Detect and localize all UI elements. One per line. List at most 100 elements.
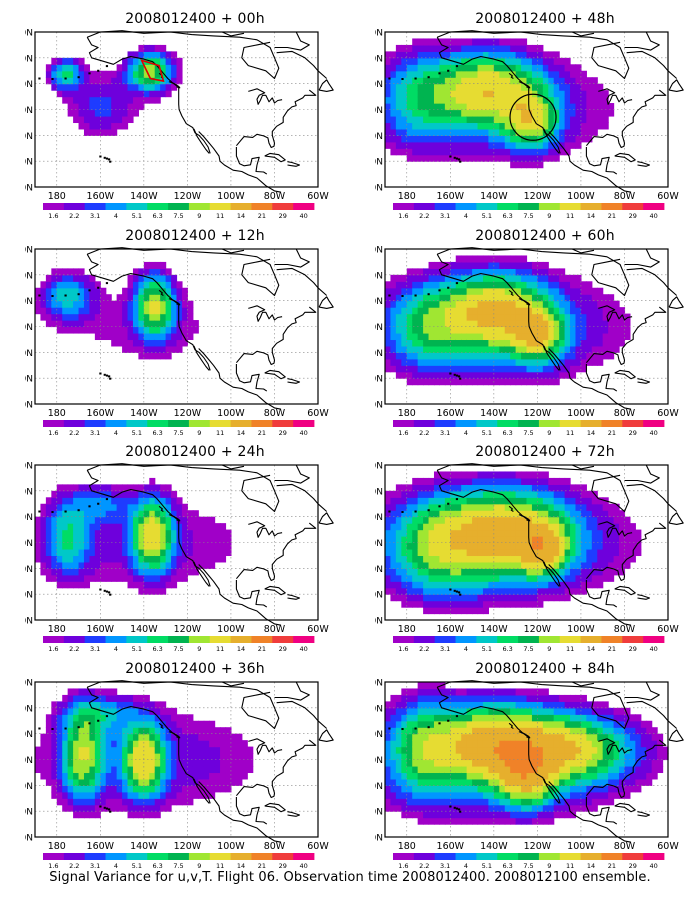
graticule — [35, 249, 318, 404]
lon-tick-label: 140W — [480, 408, 508, 419]
colorbar-label: 7.5 — [523, 645, 533, 653]
colorbar-label: 6.3 — [502, 862, 512, 870]
lon-tick-label: 60W — [657, 624, 679, 635]
colorbar-label: 5.1 — [482, 212, 492, 220]
colorbar-label: 4 — [464, 645, 468, 653]
coastlines — [38, 247, 334, 410]
lat-tick-label: 60N — [375, 704, 383, 714]
colorbar-swatch — [538, 636, 561, 643]
lon-tick-label: 80W — [264, 191, 286, 202]
panel-title: 2008012400 + 00h — [125, 11, 265, 27]
lat-tick-label: 50N — [375, 297, 383, 307]
colorbar-swatch — [622, 853, 644, 860]
lon-tick-label: 160W — [437, 841, 465, 852]
colorbar-swatch — [413, 203, 436, 210]
variance-map: 10N 20N 30N 40N 50N 60N 70N 180 160W 140W 120W 100W… — [25, 29, 334, 220]
colorbar-swatch — [293, 420, 315, 427]
colorbar-swatch — [518, 853, 540, 860]
colorbar-label: 40 — [299, 212, 307, 220]
colorbar-label: 14 — [587, 212, 595, 220]
colorbar-label: 7.5 — [173, 212, 183, 220]
colorbar-swatch — [63, 203, 86, 210]
colorbar-swatch — [601, 636, 623, 643]
colorbar-swatch — [622, 203, 644, 210]
colorbar-swatch — [413, 853, 436, 860]
colorbar-label: 14 — [587, 429, 595, 437]
map-frame — [34, 464, 319, 621]
lon-tick-label: 120W — [174, 408, 202, 419]
coastlines — [38, 680, 334, 843]
colorbar-label: 4 — [114, 862, 118, 870]
variance-shading — [385, 682, 669, 825]
colorbar-label: 1.6 — [398, 429, 408, 437]
lat-tick-label: 10N — [375, 834, 383, 844]
lat-tick-label: 70N — [25, 246, 33, 256]
variance-map: 10N 20N 30N 40N 50N 60N 70N 180 160W 140W 120W 100W… — [25, 679, 334, 870]
colorbar-swatch — [209, 420, 232, 427]
colorbar-label: 29 — [279, 862, 287, 870]
colorbar-swatch — [168, 636, 190, 643]
coastlines — [388, 463, 684, 626]
colorbar-label: 3.1 — [440, 429, 450, 437]
lon-tick-label: 140W — [130, 624, 158, 635]
map-panel: 2008012400 + 36h 10N 20N 30N 40N 50N 60N 70N 180… — [25, 660, 365, 880]
colorbar-swatch — [168, 420, 190, 427]
map-panel: 2008012400 + 12h 10N 20N 30N 40N 50N 60N 70N 180… — [25, 227, 365, 447]
colorbar-label: 5.1 — [482, 645, 492, 653]
colorbar-swatch — [434, 203, 456, 210]
lat-tick-label: 30N — [375, 132, 383, 142]
lat-tick-label: 20N — [25, 808, 33, 818]
colorbar-swatch — [622, 636, 644, 643]
lat-tick-label: 70N — [375, 462, 383, 472]
colorbar: 1.6 2.2 3.1 4 5.1 6.3 7.5 9 11 14 21 29 40 — [393, 636, 665, 653]
colorbar-label: 7.5 — [173, 429, 183, 437]
variance-map: 10N 20N 30N 40N 50N 60N 70N 180 160W 140W 120W 100W… — [375, 679, 684, 870]
colorbar-swatch — [393, 203, 415, 210]
variance-map: 10N 20N 30N 40N 50N 60N 70N 180 160W 140W 120W 100W… — [375, 246, 684, 437]
colorbar-label: 11 — [216, 862, 224, 870]
colorbar-label: 7.5 — [173, 862, 183, 870]
colorbar-label: 11 — [216, 212, 224, 220]
colorbar: 1.6 2.2 3.1 4 5.1 6.3 7.5 9 11 14 21 29 40 — [43, 853, 315, 870]
colorbar-label: 21 — [258, 645, 266, 653]
lat-tick-label: 40N — [375, 539, 383, 549]
colorbar-swatch — [272, 853, 294, 860]
colorbar-label: 6.3 — [502, 212, 512, 220]
variance-map: 10N 20N 30N 40N 50N 60N 70N 180 160W 140W 120W 100W… — [375, 29, 684, 220]
colorbar-label: 2.2 — [419, 862, 429, 870]
colorbar-label: 1.6 — [48, 429, 58, 437]
lat-tick-label: 10N — [25, 834, 33, 844]
lat-tick-label: 10N — [25, 617, 33, 627]
colorbar-label: 29 — [629, 862, 637, 870]
lon-tick-label: 180 — [48, 624, 66, 635]
colorbar-swatch — [230, 203, 252, 210]
lon-tick-label: 120W — [174, 624, 202, 635]
colorbar-swatch — [147, 420, 169, 427]
colorbar-swatch — [434, 636, 456, 643]
colorbar-label: 3.1 — [440, 645, 450, 653]
colorbar-label: 9 — [547, 429, 551, 437]
lat-tick-label: 70N — [25, 462, 33, 472]
colorbar-swatch — [251, 203, 273, 210]
colorbar-swatch — [538, 853, 561, 860]
lon-tick-label: 160W — [437, 624, 465, 635]
lon-tick-label: 100W — [567, 624, 595, 635]
colorbar-label: 4 — [114, 212, 118, 220]
colorbar-label: 40 — [299, 645, 307, 653]
colorbar-label: 2.2 — [419, 429, 429, 437]
colorbar-swatch — [147, 853, 169, 860]
colorbar-label: 3.1 — [90, 212, 100, 220]
colorbar: 1.6 2.2 3.1 4 5.1 6.3 7.5 9 11 14 21 29 40 — [43, 420, 315, 437]
map-panel: 2008012400 + 60h 10N 20N 30N 40N 50N 60N 70N 180… — [375, 227, 700, 447]
colorbar-label: 2.2 — [419, 212, 429, 220]
lon-tick-label: 180 — [48, 408, 66, 419]
lat-tick-label: 50N — [375, 80, 383, 90]
colorbar-swatch — [497, 636, 519, 643]
colorbar: 1.6 2.2 3.1 4 5.1 6.3 7.5 9 11 14 21 29 40 — [43, 636, 315, 653]
colorbar-label: 3.1 — [440, 212, 450, 220]
lat-tick-label: 50N — [375, 730, 383, 740]
lat-tick-label: 30N — [25, 782, 33, 792]
colorbar-swatch — [580, 203, 602, 210]
colorbar-label: 21 — [258, 862, 266, 870]
lat-tick-label: 50N — [375, 513, 383, 523]
